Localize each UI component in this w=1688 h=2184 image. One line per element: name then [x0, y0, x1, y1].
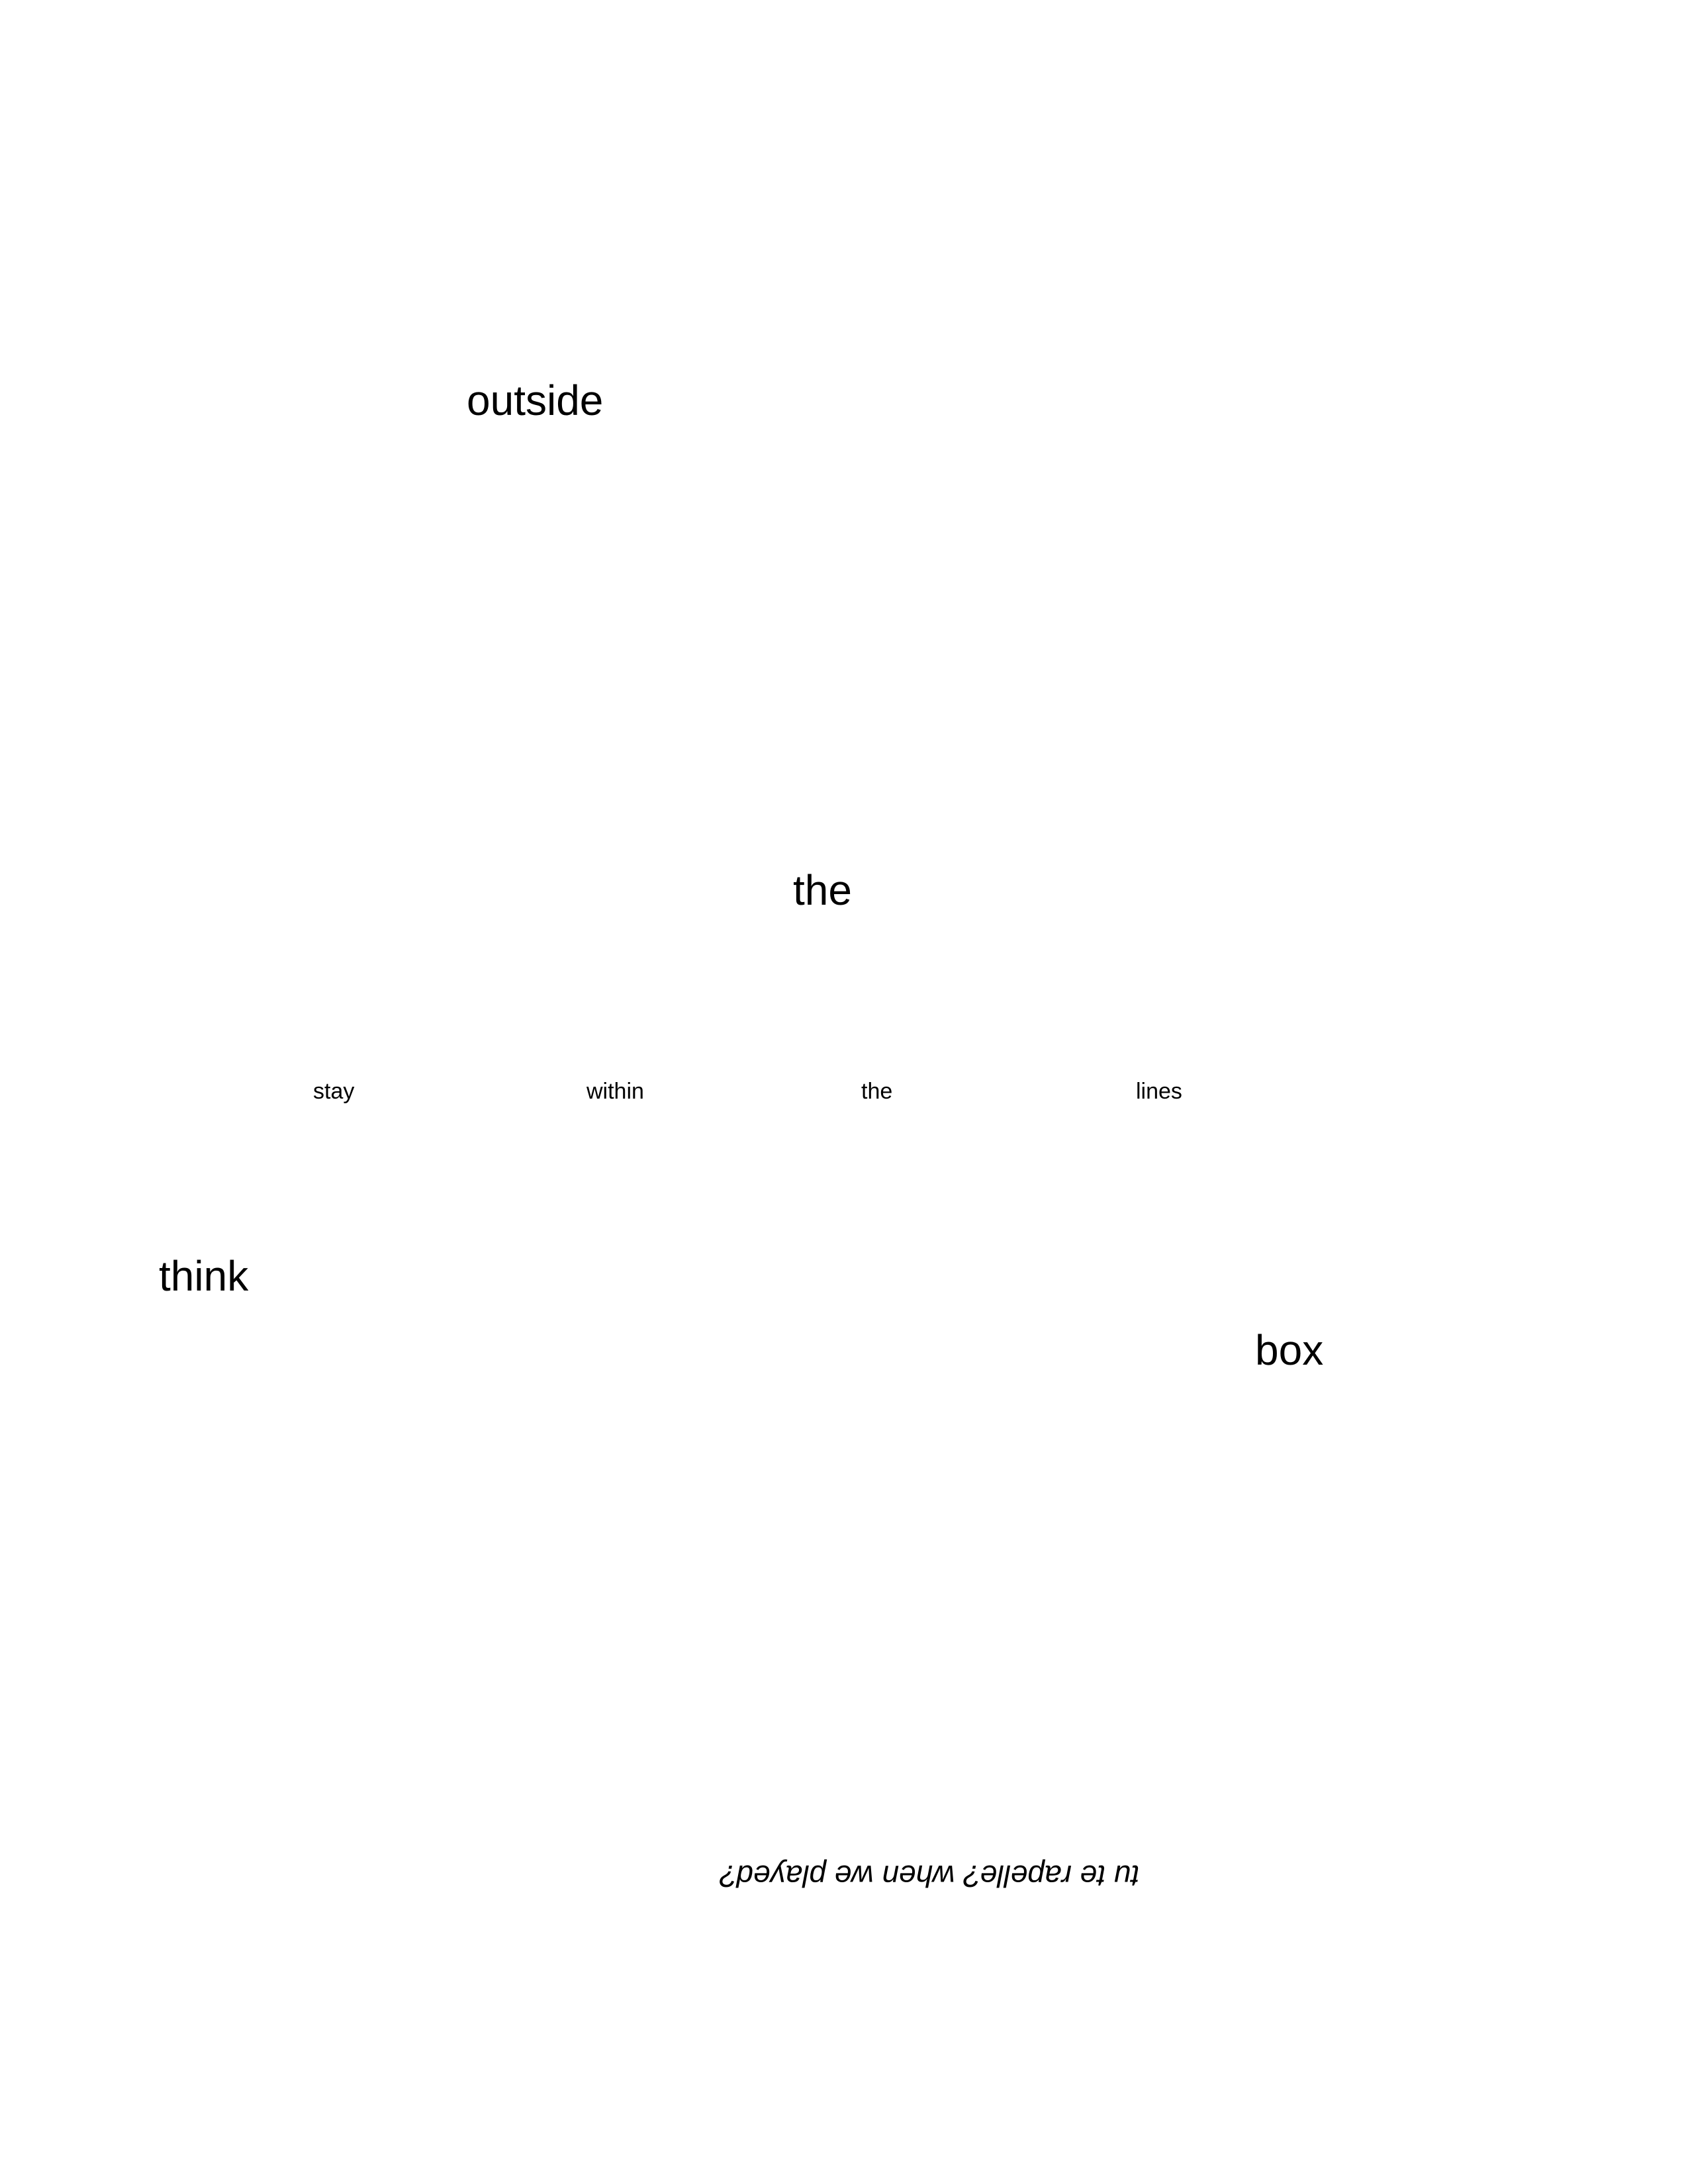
upside-down-sentence: tu te rapelle? when we played?: [720, 1859, 1140, 1893]
word-stay: stay: [313, 1079, 355, 1104]
word-think: think: [159, 1252, 249, 1300]
word-lines: lines: [1136, 1079, 1182, 1104]
word-outside: outside: [467, 377, 604, 424]
word-within: within: [586, 1079, 644, 1104]
word-the-large: the: [793, 866, 852, 914]
word-the-small: the: [861, 1079, 893, 1104]
word-box: box: [1255, 1326, 1324, 1374]
